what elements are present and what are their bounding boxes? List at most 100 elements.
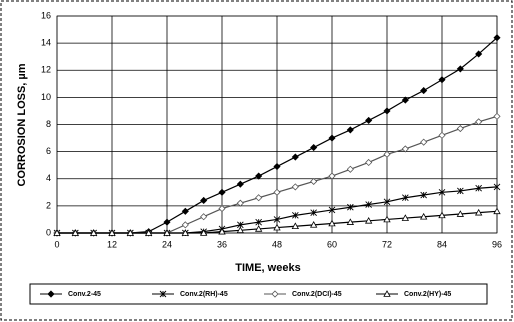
marker: [236, 199, 244, 207]
x-tick-label: 12: [107, 239, 117, 249]
marker: [475, 50, 483, 58]
marker: [199, 229, 208, 236]
marker: [218, 205, 226, 213]
marker: [328, 134, 336, 142]
marker: [273, 188, 281, 196]
x-tick-label: 48: [272, 239, 282, 249]
marker: [365, 158, 373, 167]
marker: [402, 194, 409, 202]
legend-box: [29, 283, 488, 305]
marker: [310, 177, 318, 186]
legend-label: Conv.2-45: [68, 291, 101, 298]
marker: [383, 198, 391, 206]
marker: [474, 208, 483, 216]
legend-marker: [47, 290, 55, 298]
y-tick-label: 0: [46, 227, 51, 237]
x-tick-label: 36: [217, 239, 227, 249]
y-axis-title: CORROSION LOSS, µm: [16, 63, 28, 186]
y-tick-label: 10: [41, 92, 51, 102]
marker: [218, 188, 226, 196]
marker: [493, 207, 501, 215]
marker: [346, 218, 355, 225]
marker: [438, 188, 446, 196]
marker: [309, 221, 318, 228]
marker: [181, 229, 190, 236]
y-tick-label: 12: [41, 65, 51, 75]
marker: [419, 212, 428, 220]
marker: [456, 125, 464, 133]
marker: [236, 226, 245, 234]
x-axis-title: TIME, weeks: [235, 262, 300, 274]
marker: [383, 215, 391, 223]
y-tick-label: 2: [46, 200, 51, 210]
marker: [346, 165, 354, 173]
marker: [493, 183, 501, 191]
marker: [255, 172, 263, 180]
marker: [310, 209, 317, 216]
marker: [292, 212, 299, 219]
marker: [328, 206, 336, 214]
marker: [144, 229, 153, 236]
marker: [236, 180, 244, 188]
marker: [438, 211, 446, 219]
marker: [291, 222, 300, 230]
legend-label: Conv.2(HY)-45: [404, 291, 451, 298]
marker: [126, 229, 135, 236]
legend-marker: [271, 290, 279, 298]
x-tick-label: 0: [54, 239, 59, 249]
marker: [420, 191, 427, 199]
marker: [89, 229, 98, 236]
marker: [438, 76, 446, 84]
marker: [273, 216, 281, 223]
y-tick-label: 6: [46, 146, 51, 156]
marker: [255, 194, 263, 202]
x-tick-label: 60: [327, 239, 337, 249]
marker: [273, 162, 281, 171]
marker: [181, 221, 189, 229]
x-tick-label: 84: [437, 239, 447, 249]
marker: [53, 229, 61, 236]
marker: [291, 183, 299, 191]
y-tick-label: 8: [46, 119, 51, 129]
marker: [383, 150, 391, 158]
marker: [383, 107, 391, 115]
marker: [163, 218, 171, 226]
marker: [291, 153, 299, 161]
marker: [420, 87, 428, 95]
x-tick-label: 24: [162, 239, 172, 249]
marker: [401, 96, 409, 104]
marker: [218, 227, 226, 235]
marker: [493, 34, 501, 42]
y-tick-label: 16: [41, 10, 51, 20]
marker: [401, 214, 410, 221]
marker: [346, 126, 354, 134]
marker: [493, 112, 501, 120]
marker: [108, 229, 116, 236]
marker: [347, 203, 354, 211]
marker: [475, 118, 483, 126]
marker: [457, 187, 464, 195]
legend-label: Conv.2(RH)-45: [180, 291, 228, 298]
marker: [273, 223, 281, 231]
marker: [456, 65, 464, 73]
y-tick-label: 14: [41, 38, 51, 48]
marker: [200, 213, 208, 221]
marker: [255, 218, 262, 226]
y-tick-label: 4: [46, 173, 51, 183]
x-tick-label: 72: [382, 239, 392, 249]
marker: [254, 225, 263, 232]
marker: [401, 145, 409, 153]
marker: [365, 116, 373, 124]
marker: [456, 210, 465, 217]
marker: [71, 229, 80, 236]
marker: [438, 131, 446, 139]
x-tick-label: 96: [492, 239, 502, 249]
legend-label: Conv.2(DCI)-45: [292, 291, 342, 298]
marker: [328, 219, 336, 227]
legend-marker: [159, 290, 167, 298]
marker: [181, 207, 189, 215]
marker: [310, 143, 318, 152]
marker: [328, 172, 336, 180]
